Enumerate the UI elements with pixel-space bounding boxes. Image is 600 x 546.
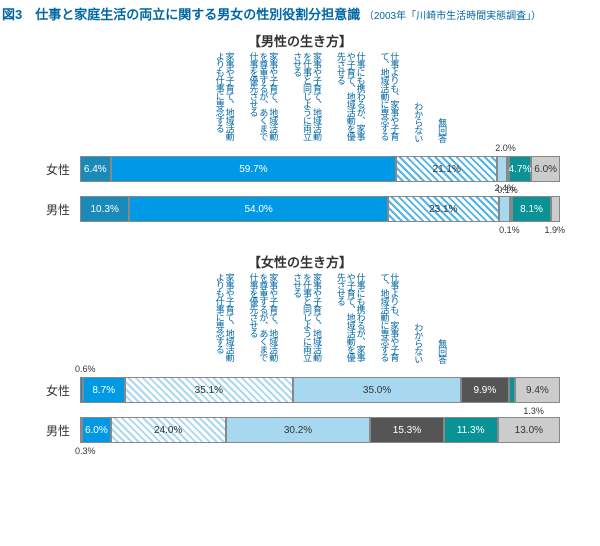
bar-segment: 24.0%	[111, 417, 226, 443]
bar-segment: 9.4%	[515, 377, 560, 403]
bar-row: 女性0.6%8.7%35.1%35.0%9.9%1.3%9.4%	[20, 377, 560, 403]
stacked-bar: 10.3%54.0%23.1%2.4%0.1%8.1%1.9%	[80, 196, 560, 222]
stacked-bar: 0.3%6.0%24.0%30.2%15.3%11.3%13.0%	[80, 417, 560, 443]
bar-segment: 4.7%	[509, 156, 532, 182]
bar-segment: 21.1%	[396, 156, 497, 182]
bar-segment: 35.0%	[293, 377, 461, 403]
figure-title: 図3 仕事と家庭生活の両立に関する男女の性別役割分担意識 （2003年「川崎市生…	[0, 0, 600, 27]
row-label: 女性	[20, 161, 80, 178]
legend-item: 仕事にも携わるが、家事や子育て、地域活動を優先させる	[329, 273, 371, 363]
legend-item: 家事や子育て、地域活動を尊重するが、あくまで仕事を優先させる	[242, 273, 284, 363]
legend-item: わからない	[406, 323, 428, 363]
stacked-bar: 0.6%8.7%35.1%35.0%9.9%1.3%9.4%	[80, 377, 560, 403]
bar-segment: 23.1%	[388, 196, 499, 222]
section-heading: 【男性の生き方】	[0, 31, 600, 50]
legend-item: 家事や子育て、地域活動を仕事と同じように両立させる	[285, 52, 327, 142]
bar-segment: 8.1%	[512, 196, 551, 222]
stacked-bar: 6.4%59.7%21.1%2.0%0.1%4.7%6.0%	[80, 156, 560, 182]
bar-segment: 30.2%	[226, 417, 371, 443]
bar-row: 男性0.3%6.0%24.0%30.2%15.3%11.3%13.0%	[20, 417, 560, 443]
row-label: 女性	[20, 382, 80, 399]
bar-segment: 9.9%	[461, 377, 509, 403]
bar-segment: 54.0%	[129, 196, 388, 222]
legend-item: 仕事にも携わるが、家事や子育て、地域活動を優先させる	[329, 52, 371, 142]
bar-segment: 6.0%	[82, 417, 111, 443]
legend-item: 仕事よりも、家事や子育て、地域活動に専念する	[373, 273, 405, 363]
title-survey: （2003年「川崎市生活時間実態調査」）	[364, 11, 541, 22]
bar-row: 男性10.3%54.0%23.1%2.4%0.1%8.1%1.9%	[20, 196, 560, 222]
legend-row: 家事や子育て、地域活動よりも仕事に専念する家事や子育て、地域活動を尊重するが、あ…	[100, 52, 560, 142]
section-heading: 【女性の生き方】	[0, 252, 600, 271]
legend-item: 仕事よりも、家事や子育て、地域活動に専念する	[373, 52, 405, 142]
row-label: 男性	[20, 201, 80, 218]
callout-label: 2.4%	[495, 183, 516, 193]
title-prefix: 図3	[2, 7, 35, 22]
bar-row: 女性6.4%59.7%21.1%2.0%0.1%4.7%6.0%	[20, 156, 560, 182]
bar-segment: 59.7%	[111, 156, 397, 182]
bar-segment: 15.3%	[370, 417, 443, 443]
bar-segment: 10.3%	[80, 196, 129, 222]
bar-segment: 13.0%	[498, 417, 560, 443]
legend-item: 家事や子育て、地域活動を尊重するが、あくまで仕事を優先させる	[242, 52, 284, 142]
legend-row: 家事や子育て、地域活動よりも仕事に専念する家事や子育て、地域活動を尊重するが、あ…	[100, 273, 560, 363]
title-main: 仕事と家庭生活の両立に関する男女の性別役割分担意識	[35, 7, 360, 22]
legend-item: わからない	[406, 102, 428, 142]
chart-area: 女性6.4%59.7%21.1%2.0%0.1%4.7%6.0%男性10.3%5…	[0, 156, 600, 248]
chart-area: 女性0.6%8.7%35.1%35.0%9.9%1.3%9.4%男性0.3%6.…	[0, 377, 600, 469]
bar-segment: 11.3%	[444, 417, 498, 443]
callout-label: 0.3%	[75, 446, 96, 456]
bar-segment: 8.7%	[83, 377, 125, 403]
callout-label: 0.6%	[75, 364, 96, 374]
callout-label: 0.1%	[499, 225, 520, 235]
bar-segment: 1.9%	[551, 196, 560, 222]
bar-segment: 35.1%	[125, 377, 293, 403]
legend-item: 無回答	[430, 339, 452, 363]
bar-segment: 2.4%	[499, 196, 511, 222]
bar-segment: 6.0%	[531, 156, 560, 182]
legend-item: 家事や子育て、地域活動よりも仕事に専念する	[208, 273, 240, 363]
legend-item: 家事や子育て、地域活動よりも仕事に専念する	[208, 52, 240, 142]
bar-segment: 6.4%	[80, 156, 111, 182]
callout-label: 2.0%	[495, 143, 516, 153]
callout-label: 1.3%	[523, 406, 544, 416]
callout-label: 1.9%	[544, 225, 565, 235]
row-label: 男性	[20, 422, 80, 439]
bar-segment: 2.0%	[497, 156, 507, 182]
legend-item: 無回答	[430, 118, 452, 142]
legend-item: 家事や子育て、地域活動を仕事と同じように両立させる	[285, 273, 327, 363]
